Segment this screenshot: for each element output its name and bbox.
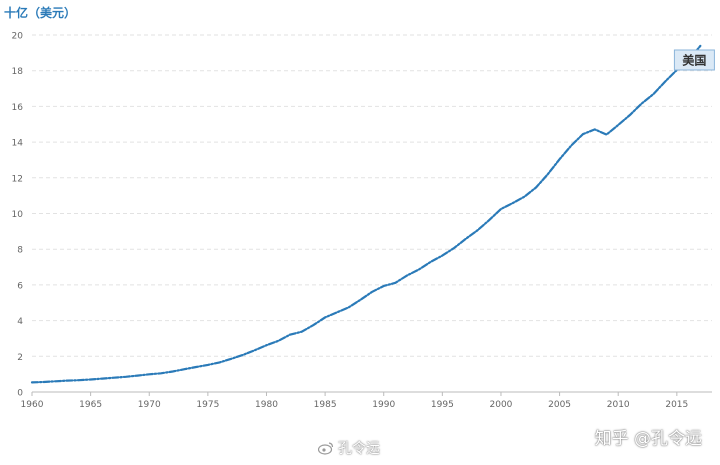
- y-tick-label: 6: [17, 281, 23, 291]
- y-tick-label: 4: [17, 317, 23, 327]
- y-tick-label: 20: [12, 32, 24, 42]
- weibo-icon: [318, 442, 334, 455]
- x-tick-label: 1975: [196, 400, 219, 410]
- series-label-box: [673, 49, 715, 71]
- y-tick-label: 0: [17, 389, 23, 399]
- x-tick-label: 2000: [490, 400, 513, 410]
- y-tick-label: 8: [17, 246, 23, 256]
- x-tick-label: 1985: [314, 400, 337, 410]
- series-line: [30, 44, 702, 384]
- weibo-watermark: 孔令远: [318, 438, 380, 458]
- y-tick-label: 2: [17, 353, 23, 363]
- zhihu-watermark: 知乎 @孔令远: [594, 429, 702, 449]
- x-tick-label: 1980: [255, 400, 278, 410]
- x-tick-label: 2010: [607, 400, 630, 410]
- x-tick-label: 2005: [548, 400, 571, 410]
- y-tick-label: 16: [12, 103, 24, 113]
- x-tick-label: 1960: [21, 400, 44, 410]
- y-tick-label: 12: [12, 174, 23, 184]
- x-tick-label: 1995: [431, 400, 454, 410]
- y-tick-label: 10: [12, 210, 24, 220]
- y-tick-label: 18: [12, 67, 24, 77]
- x-tick-label: 2015: [665, 400, 688, 410]
- x-tick-label: 1970: [138, 400, 161, 410]
- x-tick-label: 1965: [79, 400, 102, 410]
- series-label: 美国: [682, 52, 706, 67]
- y-axis-unit-label: 十亿（美元）: [4, 6, 77, 20]
- y-tick-label: 14: [12, 139, 24, 149]
- weibo-watermark-text: 孔令远: [338, 441, 380, 457]
- x-tick-label: 1990: [372, 400, 395, 410]
